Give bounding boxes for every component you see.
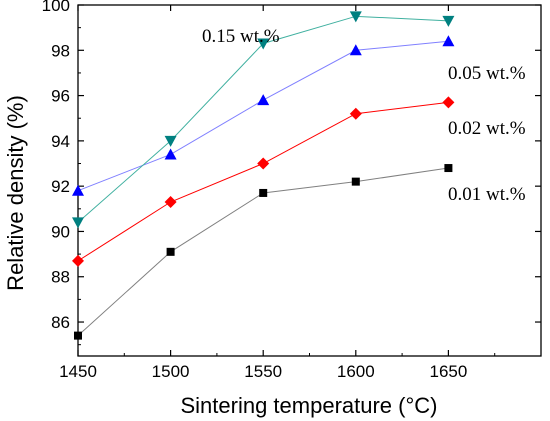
x-axis-title: Sintering temperature (°C)	[180, 393, 437, 418]
data-point	[164, 148, 177, 160]
y-tick-label: 88	[51, 268, 70, 287]
y-tick-label: 86	[51, 313, 70, 332]
data-point	[349, 11, 362, 23]
x-axis-ticks: 1450 1500 1550 1600 1650	[59, 5, 496, 381]
data-point	[349, 107, 362, 120]
y-axis-title: Relative density (%)	[3, 95, 28, 291]
series-line	[77, 101, 449, 262]
x-tick-label: 1550	[244, 362, 282, 381]
data-point	[166, 247, 175, 256]
y-tick-label: 92	[51, 177, 70, 196]
y-tick-label: 90	[51, 222, 70, 241]
series-2	[72, 35, 455, 196]
x-tick-label: 1500	[152, 362, 190, 381]
data-point	[257, 157, 270, 170]
data-point	[259, 188, 268, 197]
data-point	[72, 254, 84, 267]
data-point	[257, 38, 270, 50]
x-tick-label: 1600	[337, 362, 375, 381]
data-point	[444, 164, 453, 173]
data-point	[442, 35, 455, 47]
data-point	[442, 96, 455, 109]
series-1	[72, 96, 455, 267]
data-point	[72, 184, 84, 196]
data-point	[74, 331, 82, 340]
x-tick-label: 1650	[429, 362, 467, 381]
series-label: 0.01 wt.%	[448, 184, 526, 205]
data-point	[442, 15, 455, 27]
series-0	[74, 164, 453, 340]
x-tick-label: 1450	[59, 362, 97, 381]
y-tick-label: 98	[51, 41, 70, 60]
series-layer	[72, 11, 455, 340]
data-point	[351, 177, 360, 186]
data-point	[349, 44, 362, 56]
data-point	[257, 94, 270, 106]
y-tick-label: 100	[42, 0, 70, 15]
series-label: 0.15 wt.%	[202, 26, 280, 47]
plot-frame	[77, 4, 542, 357]
data-point	[164, 135, 177, 147]
series-3	[72, 11, 455, 229]
y-tick-label: 96	[51, 87, 70, 106]
series-label: 0.05 wt.%	[448, 63, 526, 84]
data-point	[72, 217, 84, 229]
data-point	[164, 196, 177, 209]
y-tick-label: 94	[51, 132, 70, 151]
series-labels: 0.01 wt.% 0.02 wt.% 0.05 wt.% 0.15 wt.%	[202, 26, 526, 205]
series-label: 0.02 wt.%	[448, 118, 526, 139]
y-axis-ticks: 86 88 90 92 94 96 98 100	[42, 0, 541, 346]
plot-area	[77, 4, 542, 357]
